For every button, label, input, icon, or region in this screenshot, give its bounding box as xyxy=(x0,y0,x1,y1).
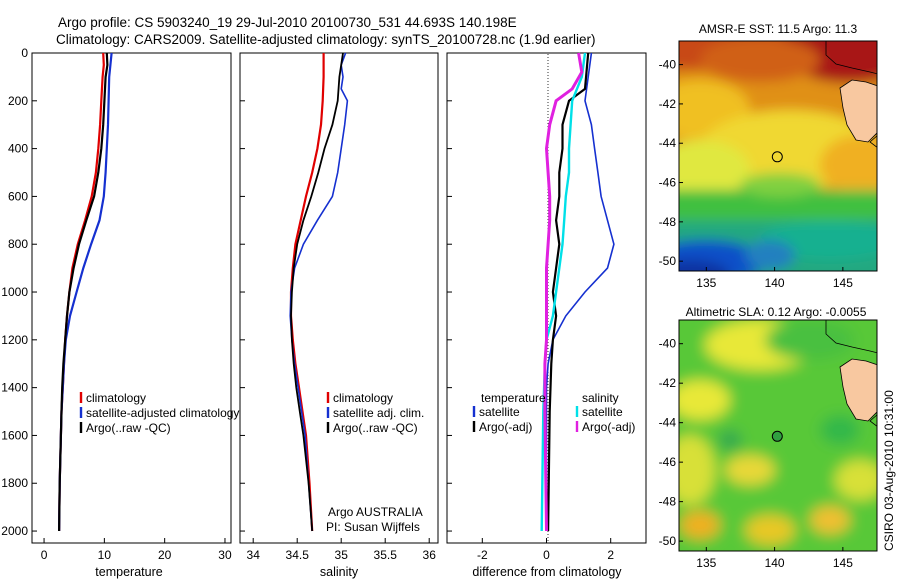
agency-label: Argo AUSTRALIA xyxy=(328,505,423,519)
map-y-tick-label: -40 xyxy=(659,58,677,72)
salinity-ticks: 34 34.5 35 35.5 36 xyxy=(240,52,437,562)
map-y-tick-label: -46 xyxy=(659,176,677,190)
header-line1: Argo profile: CS 5903240_19 29-Jul-2010 … xyxy=(58,15,517,30)
sst-field xyxy=(679,41,877,271)
sst-map-axes xyxy=(678,40,878,272)
temperature-axes xyxy=(31,52,232,544)
pi-label: PI: Susan Wijffels xyxy=(326,520,420,534)
difference-legend-entry-label: satellite xyxy=(479,405,520,419)
temperature-ticks: 0 10 20 30 0 200 400 600 800 1000 1200 1400 1600 1800… xyxy=(1,46,232,562)
map-y-tick-label: -46 xyxy=(659,455,677,469)
legend-heading-salinity: salinity xyxy=(582,391,619,405)
salinity-xlabel: salinity xyxy=(320,565,359,579)
x-tick-label: 10 xyxy=(98,548,112,562)
difference-legend-entry-label: satellite xyxy=(582,405,623,419)
series-line-1-1 xyxy=(289,52,349,532)
difference-ticks: -2 0 2 xyxy=(447,52,614,562)
sst-map-title: AMSR-E SST: 11.5 Argo: 11.3 xyxy=(699,22,858,36)
map-y-tick-label: -42 xyxy=(659,97,677,111)
x-tick-label: 30 xyxy=(218,548,232,562)
sst-coastline xyxy=(825,41,877,148)
x-tick-label: 35.5 xyxy=(374,548,398,562)
x-tick-label: 35 xyxy=(335,548,349,562)
x-tick-label: -2 xyxy=(477,548,488,562)
sla-map-ticks: 135 140 145 -40 -42 -44 -46 -48 -50 xyxy=(659,337,854,570)
difference-series xyxy=(540,52,615,532)
series-line-1-0 xyxy=(289,53,325,532)
temperature-legend-entry-label: Argo(..raw -QC) xyxy=(86,421,171,435)
map-y-tick-label: -50 xyxy=(659,534,677,548)
credit-label: CSIRO 03-Aug-2010 10:31:00 xyxy=(882,390,896,551)
sla-argo-marker xyxy=(771,430,783,442)
map-y-tick-label: -50 xyxy=(659,254,677,268)
salinity-legend-entry-label: climatology xyxy=(333,391,393,405)
y-tick-label: 600 xyxy=(8,189,28,203)
temperature-panel: 0 10 20 30 0 200 400 600 800 1000 1200 1400 1600 1800… xyxy=(1,46,232,579)
difference-legend-entry-label: Argo(-adj) xyxy=(479,420,532,434)
map-x-tick-label: 145 xyxy=(833,276,853,290)
y-tick-label: 1600 xyxy=(1,428,28,442)
map-x-tick-label: 140 xyxy=(765,556,785,570)
map-y-tick-label: -42 xyxy=(659,376,677,390)
y-tick-label: 1000 xyxy=(1,285,28,299)
temperature-xlabel: temperature xyxy=(95,565,162,579)
y-tick-label: 800 xyxy=(8,237,28,251)
difference-legend-entry-label: Argo(-adj) xyxy=(582,420,635,434)
series-line-2-3 xyxy=(543,52,584,532)
legend-heading-temperature: temperature xyxy=(481,391,546,405)
x-tick-label: 2 xyxy=(607,548,614,562)
series-line-1-2 xyxy=(290,52,344,532)
salinity-series xyxy=(289,52,349,532)
map-x-tick-label: 135 xyxy=(696,276,716,290)
y-tick-label: 0 xyxy=(21,46,28,60)
salinity-legend-entry-label: satellite adj. clim. xyxy=(333,406,424,420)
x-tick-label: 36 xyxy=(423,548,437,562)
map-y-tick-label: -44 xyxy=(659,416,677,430)
sst-map-panel: AMSR-E SST: 11.5 Argo: 11.3 xyxy=(659,22,878,290)
sst-argo-marker xyxy=(771,151,783,163)
salinity-legend-entry-label: Argo(..raw -QC) xyxy=(333,421,418,435)
series-line-0-2 xyxy=(58,52,109,532)
x-tick-label: 34 xyxy=(247,548,261,562)
sst-tasmania xyxy=(839,79,877,143)
x-tick-label: 0 xyxy=(41,548,48,562)
map-x-tick-label: 140 xyxy=(765,276,785,290)
y-tick-label: 2000 xyxy=(1,524,28,538)
map-y-tick-label: -40 xyxy=(659,337,677,351)
map-y-tick-label: -44 xyxy=(659,136,677,150)
temperature-legend-entry-label: satellite-adjusted climatology xyxy=(86,406,239,420)
map-y-tick-label: -48 xyxy=(659,495,677,509)
sla-map-axes xyxy=(678,319,878,552)
map-x-tick-label: 135 xyxy=(696,556,716,570)
temperature-legend-entry-label: climatology xyxy=(86,391,146,405)
temperature-series xyxy=(58,52,113,532)
sla-tasmania xyxy=(839,358,877,422)
y-tick-label: 400 xyxy=(8,142,28,156)
header-line2: Climatology: CARS2009. Satellite-adjuste… xyxy=(56,32,596,47)
x-tick-label: 0 xyxy=(543,548,550,562)
difference-xlabel: difference from climatology xyxy=(472,565,622,579)
map-y-tick-label: -48 xyxy=(659,215,677,229)
y-tick-label: 200 xyxy=(8,94,28,108)
y-tick-label: 1800 xyxy=(1,476,28,490)
map-x-tick-label: 145 xyxy=(833,556,853,570)
sst-map-ticks: 135 140 145 -40 -42 -44 -46 -48 -50 xyxy=(659,58,854,290)
y-tick-label: 1200 xyxy=(1,333,28,347)
sla-map-title: Altimetric SLA: 0.12 Argo: -0.0055 xyxy=(686,305,867,319)
x-tick-label: 34.5 xyxy=(286,548,310,562)
sla-map-panel: Altimetric SLA: 0.12 Argo: -0.0055 135 14 xyxy=(659,305,878,570)
sla-coastline xyxy=(825,320,877,427)
salinity-panel: 34 34.5 35 35.5 36 salinity Argo AUSTRALIA P… xyxy=(239,52,439,579)
series-line-2-1 xyxy=(547,52,590,532)
salinity-axes xyxy=(239,52,439,544)
difference-panel: -2 0 2 difference from climatology xyxy=(446,52,647,579)
y-tick-label: 1400 xyxy=(1,381,28,395)
series-line-2-0 xyxy=(545,52,615,531)
x-tick-label: 20 xyxy=(158,548,172,562)
difference-legend: temperature salinitysatelliteArgo(-adj)sa… xyxy=(472,391,635,434)
